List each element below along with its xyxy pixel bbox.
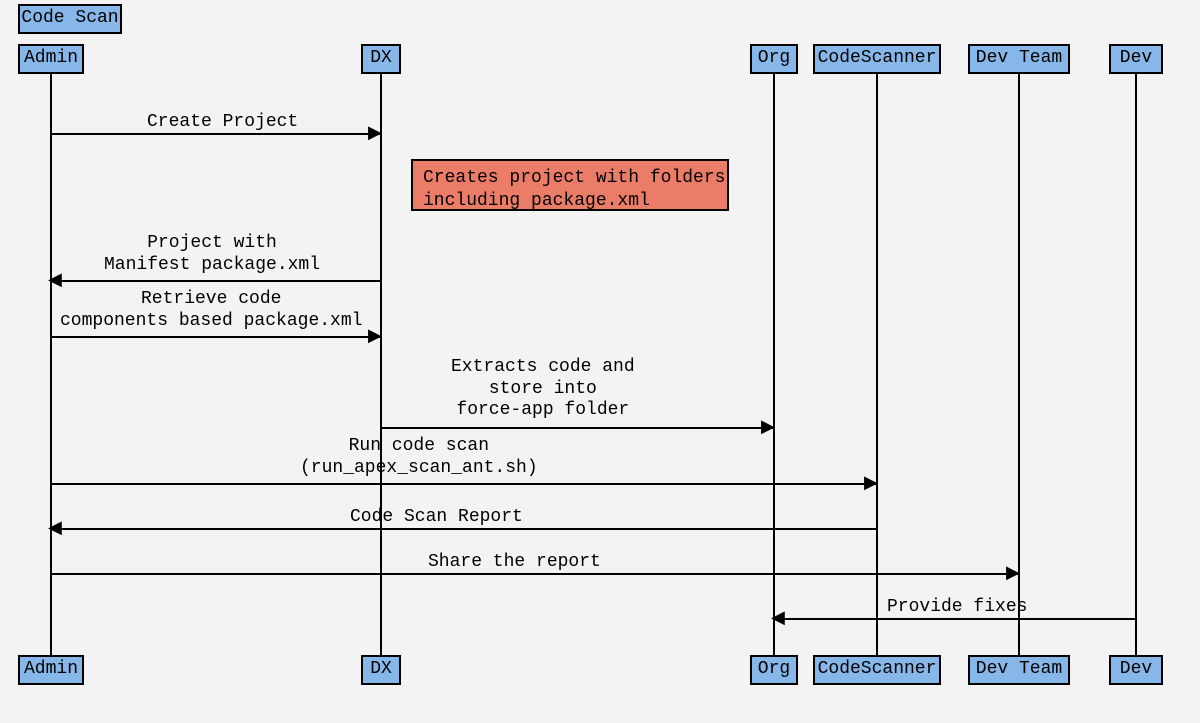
diagram-title: Code Scan	[18, 4, 122, 34]
participant-team-bot: Dev Team	[968, 655, 1070, 685]
message-label-4: Run code scan (run_apex_scan_ant.sh)	[300, 436, 538, 479]
participant-dev-bot: Dev	[1109, 655, 1163, 685]
note-0: Creates project with folders including p…	[411, 159, 729, 211]
lifeline-dev	[1135, 74, 1137, 655]
message-arrowhead-0: ▶	[368, 123, 382, 141]
lifeline-admin	[50, 74, 52, 655]
message-label-2: Retrieve code components based package.x…	[60, 289, 362, 332]
sequence-diagram: Code Scan Admin Admin DX DX Org Org CodeScanner…	[0, 0, 1200, 723]
message-label-0: Create Project	[147, 112, 298, 134]
message-arrowhead-4: ▶	[864, 473, 878, 491]
participant-scanner-top: CodeScanner	[813, 44, 941, 74]
message-arrowhead-1: ◀	[48, 270, 62, 288]
participant-org-top: Org	[750, 44, 798, 74]
message-line-4	[50, 483, 876, 485]
message-label-5: Code Scan Report	[350, 507, 523, 529]
participant-org-bot: Org	[750, 655, 798, 685]
participant-team-top: Dev Team	[968, 44, 1070, 74]
message-arrowhead-5: ◀	[48, 518, 62, 536]
message-arrowhead-2: ▶	[368, 326, 382, 344]
participant-dev-top: Dev	[1109, 44, 1163, 74]
message-arrowhead-3: ▶	[761, 417, 775, 435]
message-label-1: Project with Manifest package.xml	[104, 233, 320, 276]
message-arrowhead-6: ▶	[1006, 563, 1020, 581]
message-label-6: Share the report	[428, 552, 601, 574]
message-label-7: Provide fixes	[887, 597, 1027, 619]
lifeline-scanner	[876, 74, 878, 655]
participant-scanner-bot: CodeScanner	[813, 655, 941, 685]
message-line-1	[50, 280, 380, 282]
message-arrowhead-7: ◀	[771, 608, 785, 626]
message-line-3	[380, 427, 773, 429]
message-label-3: Extracts code and store into force-app f…	[451, 357, 635, 422]
lifeline-org	[773, 74, 775, 655]
participant-dx-bot: DX	[361, 655, 401, 685]
lifeline-dx	[380, 74, 382, 655]
participant-admin-bot: Admin	[18, 655, 84, 685]
message-line-2	[50, 336, 380, 338]
participant-dx-top: DX	[361, 44, 401, 74]
participant-admin-top: Admin	[18, 44, 84, 74]
